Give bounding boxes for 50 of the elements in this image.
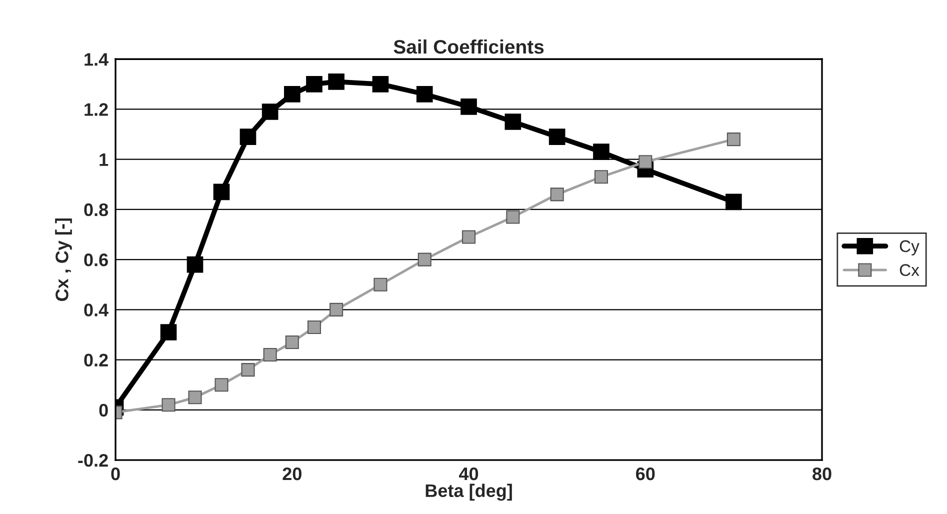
point bbox=[306, 76, 322, 92]
chart-title: Sail Coefficients bbox=[394, 39, 544, 54]
x-tick-label: 0 bbox=[111, 467, 120, 480]
point bbox=[160, 324, 177, 340]
point bbox=[241, 363, 255, 377]
point bbox=[240, 128, 256, 145]
point bbox=[726, 132, 740, 146]
point bbox=[263, 348, 277, 362]
point bbox=[726, 194, 742, 210]
y-tick-label: 1.2 bbox=[84, 103, 108, 116]
x-axis-title: Beta [deg] bbox=[426, 484, 512, 501]
point bbox=[162, 398, 176, 412]
y-tick-label: 0 bbox=[99, 404, 108, 417]
y-tick-label: 0.2 bbox=[84, 354, 108, 367]
point bbox=[594, 170, 608, 184]
point bbox=[186, 256, 204, 273]
point bbox=[638, 155, 652, 169]
point bbox=[285, 335, 299, 350]
point bbox=[418, 252, 432, 266]
point bbox=[262, 104, 278, 120]
y-tick-label: -0.2 bbox=[78, 454, 108, 467]
point bbox=[372, 76, 389, 92]
x-tick-label: 60 bbox=[636, 467, 655, 480]
point bbox=[307, 320, 321, 334]
y-tick-label: 1.4 bbox=[84, 53, 108, 66]
point bbox=[188, 390, 202, 404]
point bbox=[460, 98, 477, 115]
point bbox=[214, 378, 228, 392]
point bbox=[504, 114, 522, 130]
point bbox=[330, 302, 344, 316]
x-tick-label: 40 bbox=[459, 467, 478, 480]
x-tick-label: 20 bbox=[282, 467, 302, 480]
point bbox=[328, 74, 344, 90]
point bbox=[548, 128, 566, 145]
x-tick-label: 80 bbox=[812, 467, 832, 480]
point bbox=[284, 86, 300, 102]
point bbox=[374, 278, 388, 292]
legend-label: Cx bbox=[900, 264, 920, 276]
y-tick-label: 1 bbox=[100, 153, 108, 166]
point bbox=[506, 210, 520, 224]
y-tick-label: 0.8 bbox=[84, 203, 108, 216]
point bbox=[593, 144, 610, 160]
point bbox=[416, 86, 433, 102]
point bbox=[213, 184, 230, 200]
point bbox=[550, 188, 564, 202]
y-tick-label: 0.4 bbox=[84, 304, 108, 316]
y-tick-label: 0.6 bbox=[84, 254, 108, 266]
legend-label: Cy bbox=[900, 240, 920, 256]
y-axis-title: Cx , Cy [-] bbox=[55, 218, 72, 301]
point bbox=[462, 230, 476, 244]
